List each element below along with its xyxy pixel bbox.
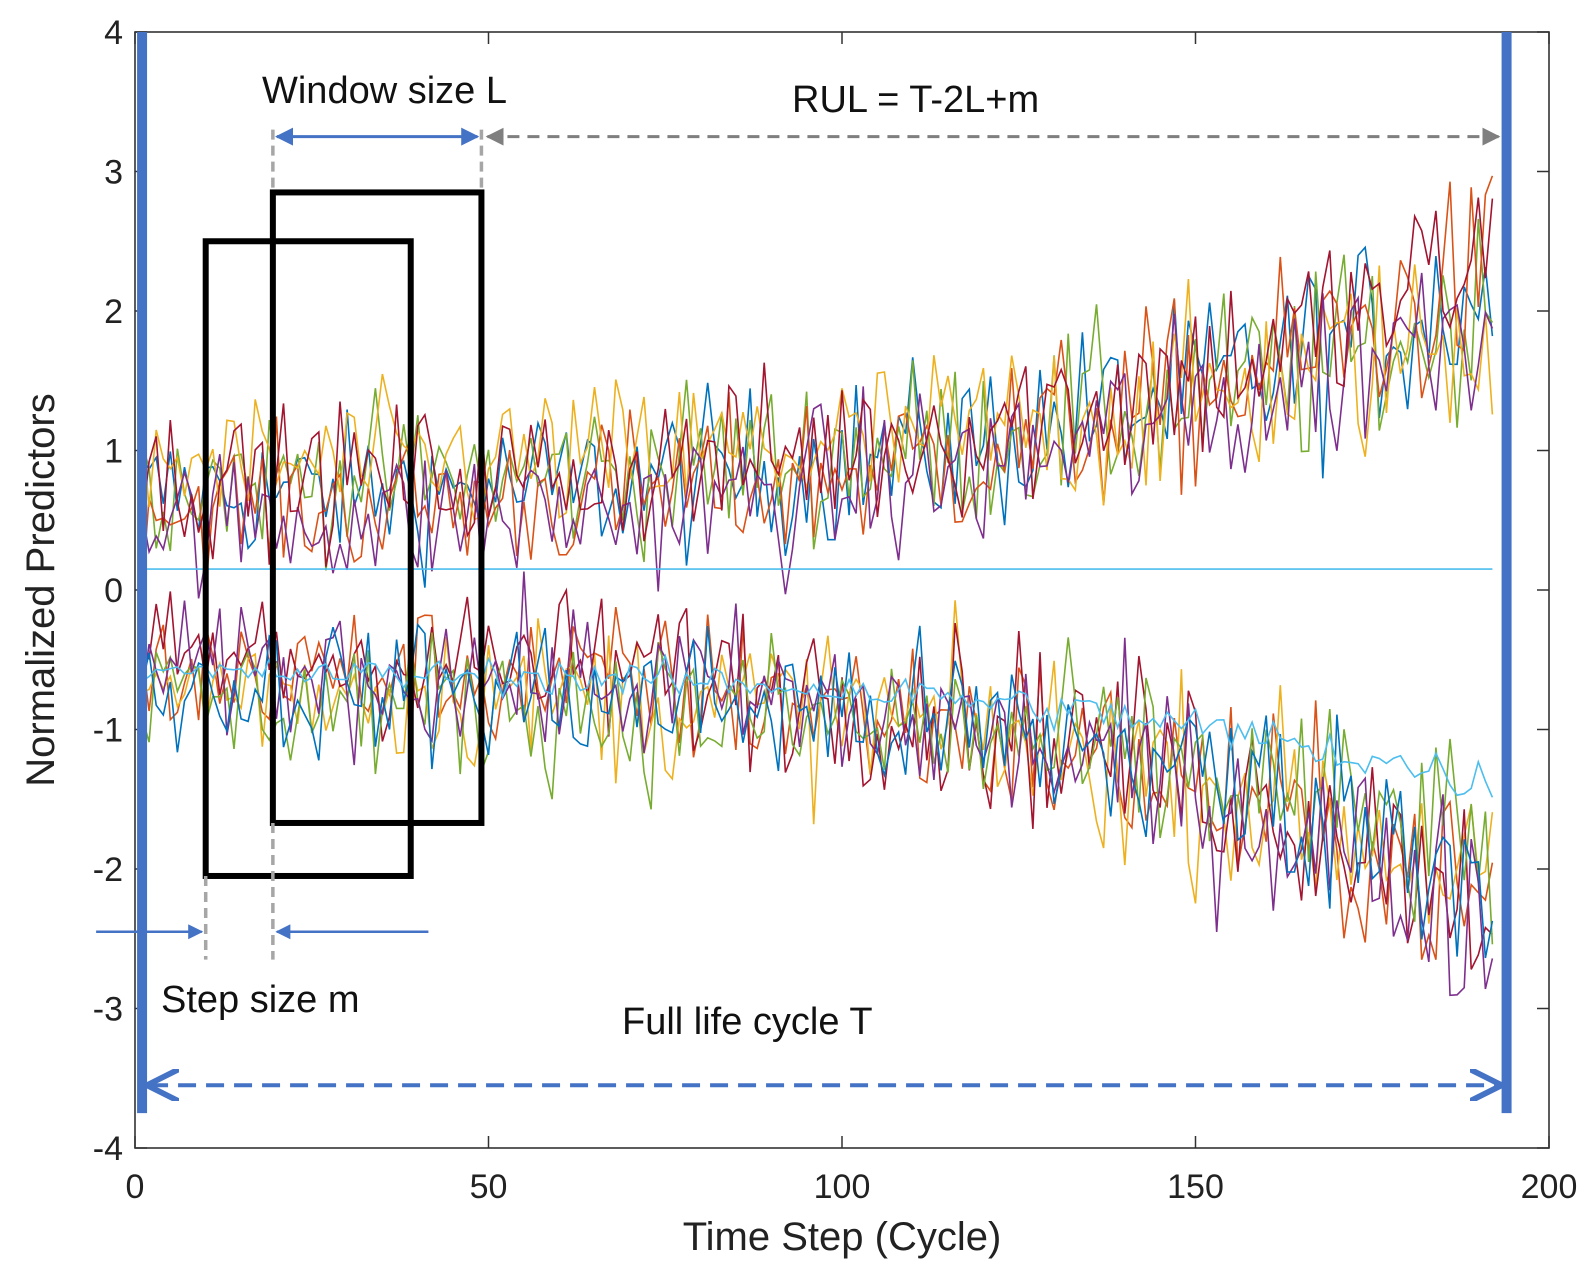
window-size-label: Window size L <box>262 70 507 112</box>
y-tick-label-3: 1 <box>104 433 123 471</box>
x-axis-label: Time Step (Cycle) <box>683 1215 1002 1259</box>
y-tick-label-8: -4 <box>93 1130 123 1168</box>
full-life-label: Full life cycle T <box>622 1001 873 1043</box>
y-tick-label-2: 2 <box>104 293 123 331</box>
x-tick-label-3: 150 <box>1167 1168 1224 1206</box>
x-tick-label-1: 50 <box>470 1168 508 1206</box>
y-tick-label-4: 0 <box>104 572 123 610</box>
rul-label: RUL = T-2L+m <box>792 79 1039 121</box>
ticks-layer: 0 50 100 150 200 4 3 2 1 0 -1 -2 -3 -4 <box>93 14 1578 1206</box>
window-box-2 <box>269 189 485 826</box>
step-size-label: Step size m <box>161 979 360 1021</box>
window-box-1 <box>202 238 414 879</box>
overlay-layer <box>96 32 1512 1114</box>
x-tick-label-0: 0 <box>126 1168 145 1206</box>
series-line-10 <box>141 571 1494 997</box>
y-axis-label: Normalized Predictors <box>19 393 63 786</box>
series-line-5 <box>141 197 1494 567</box>
y-tick-label-0: 4 <box>104 14 123 52</box>
y-tick-label-5: -1 <box>93 712 123 750</box>
y-tick-label-1: 3 <box>104 154 123 192</box>
series-line-2 <box>141 175 1494 589</box>
x-tick-label-2: 100 <box>814 1168 871 1206</box>
series-line-0 <box>141 245 1494 588</box>
y-tick-label-7: -3 <box>93 991 123 1029</box>
series-layer <box>141 175 1494 997</box>
series-line-4 <box>141 272 1494 599</box>
y-tick-label-6: -2 <box>93 851 123 889</box>
series-line-12 <box>141 653 1494 798</box>
series-line-7 <box>141 600 1494 924</box>
x-tick-label-4: 200 <box>1521 1168 1578 1206</box>
series-line-11 <box>141 622 1494 959</box>
